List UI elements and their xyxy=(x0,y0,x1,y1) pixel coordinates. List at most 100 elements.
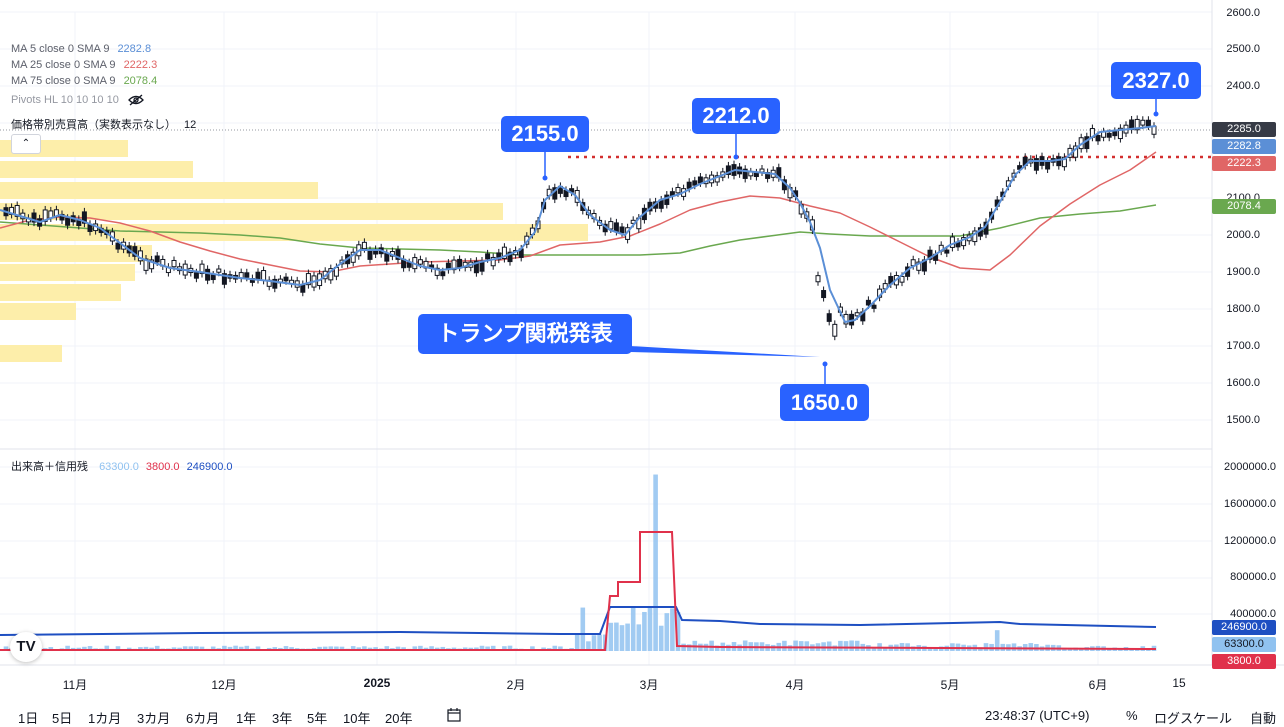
legend-ma75-name: MA 75 close 0 SMA 9 xyxy=(11,75,116,87)
volume-profile-bar xyxy=(0,303,76,320)
candle-body xyxy=(692,180,698,186)
volume-panel-value-3: 246900.0 xyxy=(186,461,233,473)
legend-volume-profile[interactable]: 価格帯別売買高（実数表示なし） 12 xyxy=(11,116,196,132)
candle-body xyxy=(832,323,838,337)
candle-body xyxy=(742,168,748,179)
range-button-5y[interactable]: 5年 xyxy=(307,711,328,726)
price-axis-label: 1800.0 xyxy=(1226,303,1260,315)
volume-bar xyxy=(574,633,580,651)
ma75-polyline xyxy=(0,204,1157,256)
volume-bar xyxy=(530,646,535,651)
volume-bar xyxy=(642,611,647,651)
tradingview-logo[interactable]: TV xyxy=(10,632,42,662)
volume-bar xyxy=(1067,648,1073,651)
volume-tag-volume-text: 63300.0 xyxy=(1224,638,1264,650)
volume-bar xyxy=(362,646,367,651)
legend-ma25[interactable]: MA 25 close 0 SMA 9 2222.3 xyxy=(11,59,157,71)
volume-bar xyxy=(838,640,843,651)
volume-bar xyxy=(927,647,933,651)
eye-hidden-icon[interactable] xyxy=(127,94,144,106)
volume-bar xyxy=(143,646,149,651)
margin-lines xyxy=(0,531,1157,651)
volume-bar xyxy=(384,646,390,651)
candle-body xyxy=(193,272,199,279)
candle-body xyxy=(821,290,827,299)
candle-body xyxy=(1045,160,1051,170)
volume-bar xyxy=(104,645,110,651)
volume-bar xyxy=(619,625,625,651)
collapse-legend-button[interactable]: ⌃ xyxy=(11,134,41,154)
legend-ma75[interactable]: MA 75 close 0 SMA 9 2078.4 xyxy=(11,75,157,87)
volume-bar xyxy=(322,646,328,651)
volume-bar xyxy=(586,641,591,651)
candle-body xyxy=(171,259,177,268)
legend-ma5-value: 2282.8 xyxy=(117,43,152,55)
calendar-range-icon[interactable] xyxy=(447,708,463,722)
volume-bar xyxy=(933,647,938,651)
range-button-6m[interactable]: 6カ月 xyxy=(186,711,220,726)
candle-body xyxy=(1056,156,1062,167)
volume-bar xyxy=(597,634,602,651)
legend-ma25-name: MA 25 close 0 SMA 9 xyxy=(11,59,116,71)
volume-panel-value-1: 63300.0 xyxy=(99,461,139,473)
volume-bar xyxy=(395,646,401,651)
candle-body xyxy=(865,299,871,306)
candle-body xyxy=(854,312,860,317)
volume-bar xyxy=(233,645,238,651)
candle-body xyxy=(725,165,731,175)
range-button-20y[interactable]: 20年 xyxy=(385,711,413,726)
legend-pivots[interactable]: Pivots HL 10 10 10 10 xyxy=(11,94,144,106)
annotation-1650[interactable]: 1650.0 xyxy=(780,384,869,421)
pointer-trump-tariff xyxy=(630,346,820,357)
time-axis-label: 5月 xyxy=(940,678,960,692)
annotation-trump-tariff[interactable]: トランプ関税発表 xyxy=(418,314,632,354)
price-axis-label: 2400.0 xyxy=(1226,80,1260,92)
volume-bar xyxy=(3,646,9,651)
log-scale-toggle[interactable]: ログスケール xyxy=(1154,711,1233,726)
volume-bar xyxy=(608,622,614,651)
volume-profile-bar xyxy=(0,203,503,220)
range-button-1y[interactable]: 1年 xyxy=(236,711,257,726)
volume-axis-label: 1200000.0 xyxy=(1224,535,1276,547)
volume-bar xyxy=(647,606,653,651)
auto-scale-toggle[interactable]: 自動 xyxy=(1250,711,1277,726)
legend-ma5[interactable]: MA 5 close 0 SMA 9 2282.8 xyxy=(11,43,151,55)
volume-bar xyxy=(334,646,339,651)
volume-profile-bar xyxy=(0,264,135,281)
volume-profile-bar xyxy=(0,245,152,262)
volume-bar xyxy=(664,613,670,651)
volume-bar xyxy=(502,646,507,651)
volume-bar xyxy=(440,646,446,651)
annotation-2327[interactable]: 2327.0 xyxy=(1111,62,1201,99)
candle-body xyxy=(697,176,703,184)
volume-bar xyxy=(994,630,1000,651)
candle-body xyxy=(149,259,155,270)
percent-scale-toggle[interactable]: % xyxy=(1126,708,1138,723)
volume-bar xyxy=(490,645,496,651)
clock-timezone[interactable]: 23:48:37 (UTC+9) xyxy=(985,708,1090,723)
range-button-5d[interactable]: 5日 xyxy=(52,711,73,726)
volume-bar xyxy=(87,646,93,651)
annotation-2212[interactable]: 2212.0 xyxy=(692,98,780,134)
legend-ma75-value: 2078.4 xyxy=(123,75,158,87)
volume-bar xyxy=(194,646,199,651)
volume-tag-volume: 63300.0 xyxy=(1212,637,1276,652)
candle-body xyxy=(305,273,311,286)
volume-bar xyxy=(1028,643,1034,651)
range-button-3m[interactable]: 3カ月 xyxy=(137,711,171,726)
volume-bar xyxy=(238,646,244,651)
annotation-2155[interactable]: 2155.0 xyxy=(501,116,589,152)
range-button-1m[interactable]: 1カ月 xyxy=(88,711,122,726)
range-button-1d[interactable]: 1日 xyxy=(18,711,39,726)
candle-body xyxy=(406,262,412,268)
range-button-3y[interactable]: 3年 xyxy=(272,711,293,726)
volume-bar xyxy=(681,643,686,651)
ma25-line xyxy=(0,151,1157,273)
price-tag-last: 2285.0 xyxy=(1212,122,1276,137)
time-axis-label: 6月 xyxy=(1088,678,1108,692)
volume-bar xyxy=(1011,643,1017,651)
legend-volume-panel[interactable]: 出来高＋信用残 63300.0 3800.0 246900.0 xyxy=(11,458,233,474)
volume-bar xyxy=(675,612,681,651)
range-button-10y[interactable]: 10年 xyxy=(343,711,371,726)
